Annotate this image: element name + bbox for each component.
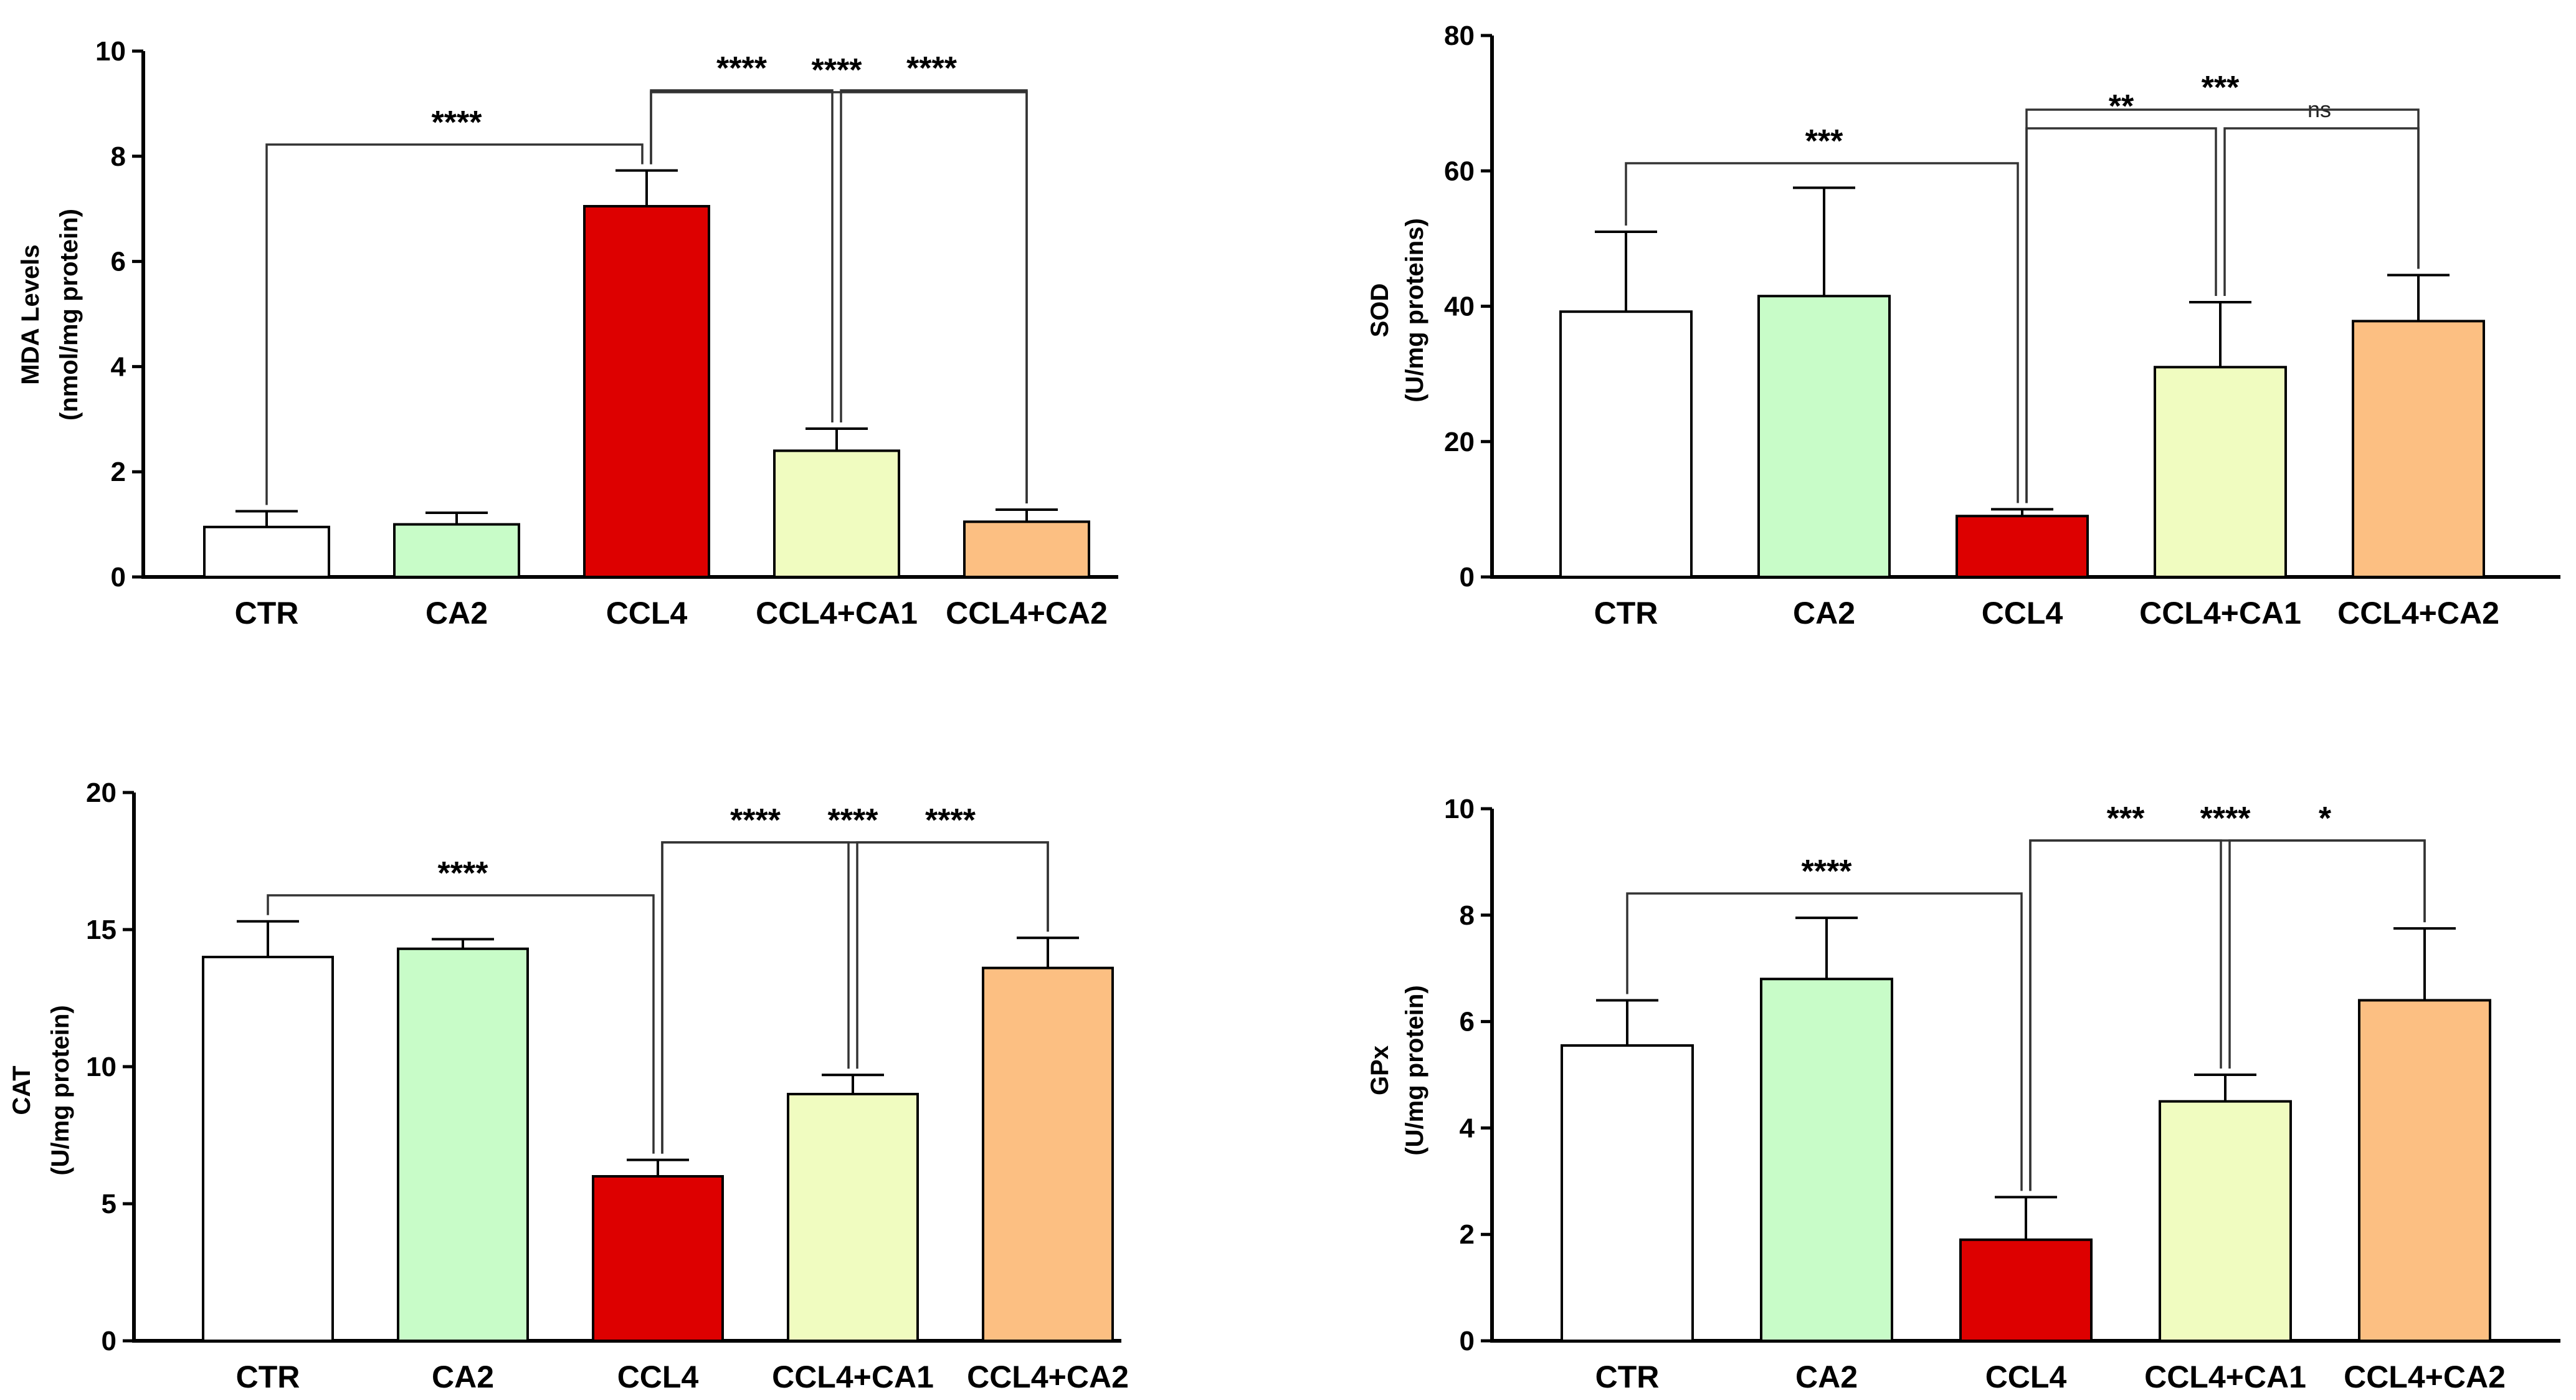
significance-label: * xyxy=(2319,801,2332,837)
bar-ca2 xyxy=(1760,978,1893,1342)
significance-label: **** xyxy=(812,52,863,88)
category-label: CCL4+CA1 xyxy=(756,596,918,631)
category-label: CTR xyxy=(235,596,299,631)
category-label: CCL4+CA2 xyxy=(967,1360,1129,1394)
category-label: CCL4+CA2 xyxy=(2344,1360,2506,1394)
bar-ccl4-plus-ca2 xyxy=(963,520,1090,579)
bar-ca2 xyxy=(1757,295,1891,578)
bar-ccl4 xyxy=(1959,1238,2093,1342)
bar-ccl4 xyxy=(583,204,710,579)
category-label: CTR xyxy=(1594,596,1658,631)
significance-label: **** xyxy=(716,50,768,87)
significance-label: **** xyxy=(1802,854,1853,890)
significance-bracket xyxy=(1626,892,2023,1191)
significance-bracket xyxy=(840,89,1028,503)
category-label: CCL4+CA2 xyxy=(2337,596,2499,631)
significance-label: **** xyxy=(730,802,781,839)
significance-label: **** xyxy=(432,105,483,141)
bar-ctr xyxy=(203,525,330,579)
significance-label: **** xyxy=(2200,801,2251,837)
y-tick-label: 10 xyxy=(86,1052,116,1082)
category-label: CCL4 xyxy=(606,596,688,631)
y-tick-label: 4 xyxy=(111,351,126,382)
y-tick-label: 6 xyxy=(111,247,126,277)
y-tick-label: 0 xyxy=(1460,1326,1475,1356)
y-tick-label: 0 xyxy=(102,1326,116,1356)
bar-ccl4-plus-ca1 xyxy=(787,1093,919,1342)
y-tick-label: 20 xyxy=(1444,427,1475,457)
significance-label: **** xyxy=(828,802,879,839)
y-tick-label: 20 xyxy=(86,778,116,808)
y-tick-label: 8 xyxy=(1460,900,1475,931)
significance-label: ** xyxy=(2109,88,2134,125)
bar-ccl4-plus-ca1 xyxy=(2154,366,2287,578)
significance-bracket xyxy=(650,91,1028,503)
sod-panel: 0 20 40 60 80 SOD (U/mg proteins) CTR CA2 CCL4 CCL… xyxy=(1366,21,2560,631)
y-tick-label: 80 xyxy=(1444,21,1475,51)
y-tick-label: 60 xyxy=(1444,156,1475,186)
category-label: CTR xyxy=(1595,1360,1660,1394)
y-tick-label: 10 xyxy=(1444,794,1475,824)
bar-ca2 xyxy=(397,947,529,1343)
mda-panel: 0 2 4 6 8 10 MDA Levels (nmol/mg protein) CTR CA2… xyxy=(17,36,1118,631)
category-label: CCL4 xyxy=(1982,596,2063,631)
category-label: CA2 xyxy=(1795,1360,1858,1394)
bar-ccl4 xyxy=(1956,515,2089,578)
y-tick-label: 40 xyxy=(1444,292,1475,322)
bar-ca2 xyxy=(393,523,520,578)
y-tick-label: 0 xyxy=(111,562,126,593)
category-label: CCL4+CA2 xyxy=(946,596,1108,631)
bar-ctr xyxy=(202,956,334,1342)
y-axis-label: CAT (U/mg protein) xyxy=(8,1005,74,1175)
category-label: CA2 xyxy=(425,596,488,631)
category-label: CCL4 xyxy=(1985,1360,2067,1394)
category-label: CTR xyxy=(236,1360,300,1394)
cat-panel: 0 5 10 15 20 CAT (U/mg protein) CTR CA2 CCL4 CCL4+… xyxy=(8,778,1129,1394)
significance-bracket xyxy=(2029,839,2426,1191)
bar-ccl4-plus-ca2 xyxy=(2352,320,2485,579)
y-axis-label: SOD (U/mg proteins) xyxy=(1366,218,1428,402)
significance-bracket xyxy=(267,894,655,1154)
y-tick-label: 0 xyxy=(1460,562,1475,593)
y-tick-label: 2 xyxy=(111,457,126,487)
significance-label: **** xyxy=(906,50,958,87)
y-tick-label: 15 xyxy=(86,915,116,945)
category-label: CCL4+CA1 xyxy=(2144,1360,2306,1394)
bar-ccl4-plus-ca1 xyxy=(773,449,900,578)
y-tick-label: 5 xyxy=(102,1189,116,1219)
category-label: CCL4+CA1 xyxy=(772,1360,934,1394)
significance-label: *** xyxy=(1805,123,1843,160)
y-tick-label: 8 xyxy=(111,141,126,172)
bar-ccl4-plus-ca2 xyxy=(982,966,1114,1342)
category-label: CA2 xyxy=(1793,596,1855,631)
y-tick-label: 4 xyxy=(1460,1113,1475,1143)
y-axis-label: GPx (U/mg protein) xyxy=(1366,985,1428,1155)
significance-label: *** xyxy=(2202,70,2240,106)
significance-label: **** xyxy=(438,855,489,892)
gpx-panel: 0 2 4 6 8 10 GPx (U/mg protein) CTR CA2 CCL4 CCL4+C… xyxy=(1366,794,2560,1394)
significance-bracket xyxy=(661,841,1049,1154)
bar-ccl4 xyxy=(592,1175,724,1342)
y-tick-label: 2 xyxy=(1460,1219,1475,1250)
significance-bracket xyxy=(2223,127,2420,296)
bar-ctr xyxy=(1561,1044,1694,1343)
significance-label: *** xyxy=(2107,801,2145,837)
y-axis-label: MDA Levels (nmol/mg protein) xyxy=(17,209,83,421)
y-tick-label: 10 xyxy=(95,36,126,67)
category-label: CCL4 xyxy=(617,1360,699,1394)
bar-ctr xyxy=(1559,310,1693,578)
significance-label: **** xyxy=(925,802,976,839)
category-label: CA2 xyxy=(432,1360,494,1394)
bar-ccl4-plus-ca2 xyxy=(2358,999,2491,1342)
significance-bracket xyxy=(1625,162,2019,503)
category-label: CCL4+CA1 xyxy=(2139,596,2301,631)
y-tick-label: 6 xyxy=(1460,1007,1475,1037)
significance-bracket xyxy=(265,143,644,505)
bar-ccl4-plus-ca1 xyxy=(2159,1100,2292,1342)
significance-bracket xyxy=(2025,108,2420,503)
